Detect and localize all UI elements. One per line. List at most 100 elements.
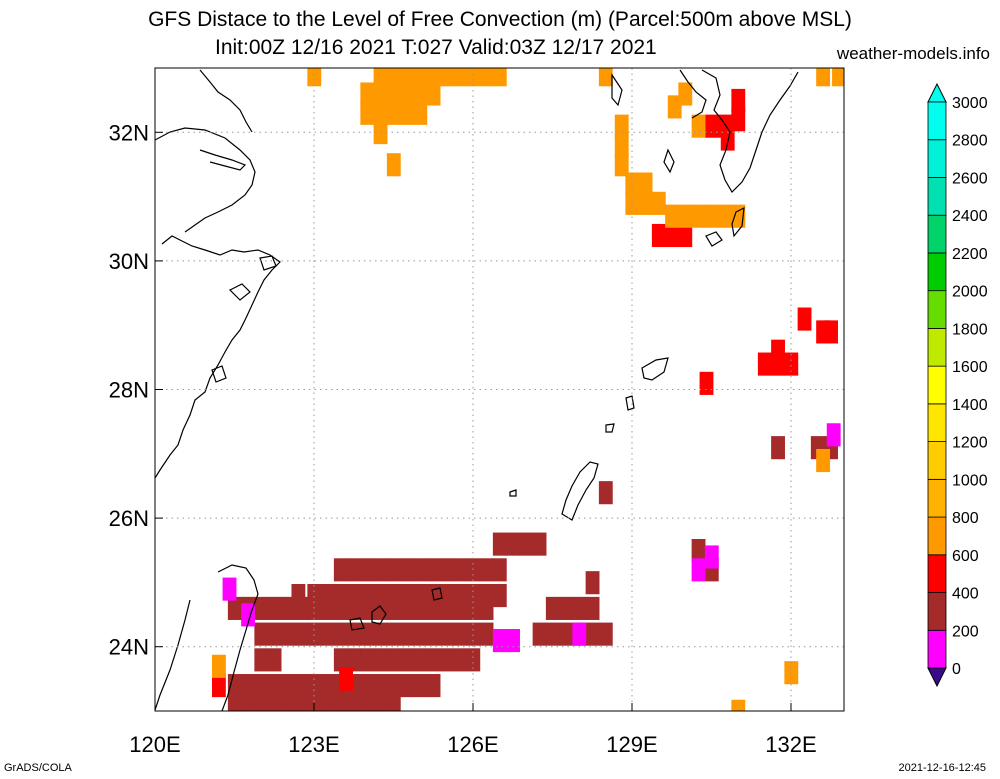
field-cell <box>426 558 441 582</box>
field-cell <box>784 661 799 685</box>
colorbar-swatch <box>927 139 947 178</box>
lon-tick-label: 129E <box>606 732 657 757</box>
field-cell <box>426 674 441 698</box>
island-tokuno <box>625 395 635 411</box>
field-cell <box>373 693 388 711</box>
field-cell <box>241 603 255 627</box>
field-cell <box>307 622 322 646</box>
colorbar-level-label: 1800 <box>952 321 988 338</box>
island-goto <box>611 73 623 107</box>
field-cell <box>254 674 269 698</box>
field-cell <box>519 532 534 556</box>
field-cell <box>333 693 348 711</box>
field-cell <box>373 596 388 620</box>
field-cell <box>307 68 322 87</box>
field-cell <box>651 191 666 215</box>
colorbar-over-arrow <box>927 82 947 103</box>
lon-tick-label: 132E <box>765 732 816 757</box>
island-chusan <box>228 283 251 301</box>
coastline-yangtze <box>155 127 256 233</box>
field-cell <box>492 584 507 608</box>
colorbar-level-label: 1600 <box>952 359 988 376</box>
field-cell <box>347 648 361 672</box>
field-cell <box>426 596 441 620</box>
field-cell <box>718 204 732 228</box>
coastline-fujian <box>155 599 191 711</box>
field-cell <box>466 68 481 87</box>
field-cell <box>598 481 613 505</box>
field-cell <box>665 223 679 248</box>
colorbar-swatch <box>927 327 947 367</box>
field-cell <box>824 320 838 344</box>
field-cell <box>598 622 613 646</box>
field-cell <box>731 88 746 113</box>
field-cell <box>545 622 560 646</box>
field-cell <box>704 114 719 138</box>
field-cell <box>585 622 600 646</box>
island-miyako <box>431 587 443 601</box>
field-cell <box>339 667 354 691</box>
field-cell <box>667 95 682 119</box>
field-cell <box>386 68 401 87</box>
colorbar-under-arrow <box>927 667 947 688</box>
field-cell <box>333 596 348 620</box>
field-cell <box>665 204 679 228</box>
field-cell <box>492 558 507 582</box>
lat-tick-label: 32N <box>109 120 149 145</box>
colorbar-swatch <box>927 252 947 292</box>
river-estuary <box>199 149 247 171</box>
field-cell <box>832 68 844 87</box>
colorbar-level-label: 1400 <box>952 397 988 414</box>
field-cell <box>691 114 706 138</box>
field-cell <box>400 558 414 582</box>
field-cell <box>453 622 467 646</box>
field-cell <box>333 622 348 646</box>
colorbar-level-label: 600 <box>952 548 979 565</box>
field-cell <box>254 648 269 672</box>
field-cell <box>614 153 629 177</box>
colorbar-level-label: 0 <box>952 661 961 678</box>
colorbar-swatch <box>927 365 947 405</box>
field-cell <box>267 596 282 620</box>
field-cell <box>360 101 375 125</box>
field-cell <box>400 674 414 698</box>
colorbar-swatch <box>927 403 947 443</box>
field-cell <box>320 693 335 711</box>
field-layer <box>211 68 844 711</box>
coastline-kyushu-west <box>679 69 707 119</box>
field-cell <box>585 571 600 595</box>
colorbar-level-label: 2400 <box>952 208 988 225</box>
colorbar-swatch <box>927 516 947 556</box>
colorbar: 0 200 400 600 800 1000 1200 1400 1600 1800 2000 220… <box>927 82 988 688</box>
field-cell <box>479 68 494 87</box>
field-cell <box>320 596 335 620</box>
field-cell <box>254 622 269 646</box>
field-cell <box>731 108 746 132</box>
field-cell <box>360 82 375 106</box>
field-cell <box>227 596 242 620</box>
field-cell <box>333 648 348 672</box>
colorbar-swatch <box>927 177 947 216</box>
colorbar-level-label: 2600 <box>952 170 988 187</box>
field-cell <box>439 596 454 620</box>
field-cell <box>439 558 454 582</box>
timestamp-label: 2021-12-16-12:45 <box>898 762 986 774</box>
colorbar-swatch <box>927 214 947 254</box>
field-cell <box>545 596 560 620</box>
field-cell <box>704 545 719 569</box>
field-cell <box>413 68 428 87</box>
field-cell <box>625 191 640 215</box>
field-cell <box>413 648 428 672</box>
colorbar-swatch <box>927 101 947 141</box>
field-cell <box>373 68 388 87</box>
field-cell <box>826 423 841 447</box>
field-cell <box>466 622 481 646</box>
lon-tick-label: 126E <box>447 732 498 757</box>
field-cell <box>572 596 587 620</box>
field-cell <box>211 654 226 678</box>
island-amami <box>641 357 669 381</box>
island-tanegashima <box>731 206 745 238</box>
field-cell <box>492 629 507 653</box>
colorbar-swatch <box>927 290 947 329</box>
